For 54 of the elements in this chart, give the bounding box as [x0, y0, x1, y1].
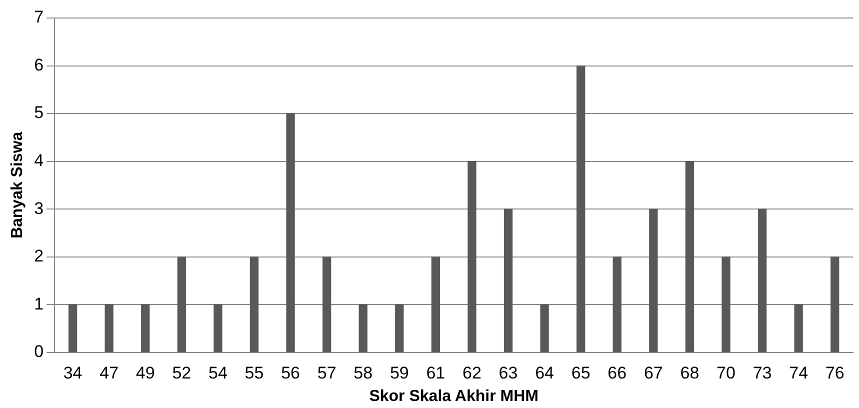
bar [214, 304, 222, 352]
x-tick-label: 66 [608, 363, 627, 382]
x-tick-label: 58 [354, 363, 373, 382]
x-tick-label: 70 [716, 363, 736, 382]
bar [395, 304, 404, 352]
x-tick-label: 52 [172, 363, 192, 382]
bar [612, 256, 622, 352]
x-tick-label: 49 [136, 363, 155, 382]
y-axis-title: Banyak Siswa [9, 132, 26, 239]
bar [649, 208, 658, 352]
x-tick-label: 61 [426, 363, 446, 382]
bar [794, 304, 803, 352]
bar [758, 208, 767, 352]
y-tick-label: 3 [34, 198, 44, 218]
x-tick-label: 59 [390, 363, 409, 382]
bar [141, 304, 150, 352]
bar [830, 256, 840, 352]
y-tick-label: 1 [34, 294, 44, 314]
bar [286, 113, 295, 352]
x-tick-label: 62 [462, 363, 482, 382]
bar [358, 304, 368, 352]
x-tick-label: 57 [317, 363, 336, 382]
bar [504, 208, 513, 352]
bar [685, 160, 694, 352]
bar [431, 256, 440, 352]
y-tick-label: 7 [34, 8, 44, 27]
x-tick-label: 73 [752, 363, 772, 382]
x-tick-label: 47 [100, 363, 119, 382]
bar [68, 304, 78, 352]
bar [576, 65, 586, 352]
bar [250, 256, 259, 352]
x-tick-label: 68 [680, 363, 700, 382]
y-tick-label: 4 [34, 151, 44, 170]
x-tick-label: 34 [63, 363, 82, 382]
x-tick-label: 74 [789, 363, 808, 382]
x-tick-label: 65 [571, 363, 590, 382]
bar [468, 160, 476, 352]
y-tick-label: 2 [34, 246, 44, 266]
bar [322, 256, 332, 352]
bar [104, 304, 114, 352]
bar [722, 256, 730, 352]
y-tick-label: 0 [34, 342, 44, 362]
y-tick-label: 6 [34, 55, 44, 74]
y-tick-label: 5 [34, 103, 44, 122]
x-tick-label: 64 [535, 363, 554, 382]
bar [540, 304, 549, 352]
x-axis-title: Skor Skala Akhir MHM [369, 388, 538, 405]
x-tick-label: 54 [208, 363, 228, 382]
x-tick-label: 56 [281, 363, 300, 382]
bar [177, 256, 186, 352]
x-tick-label: 76 [825, 363, 844, 382]
x-tick-label: 55 [244, 363, 264, 382]
x-tick-label: 67 [644, 363, 663, 382]
x-tick-label: 63 [498, 363, 518, 382]
